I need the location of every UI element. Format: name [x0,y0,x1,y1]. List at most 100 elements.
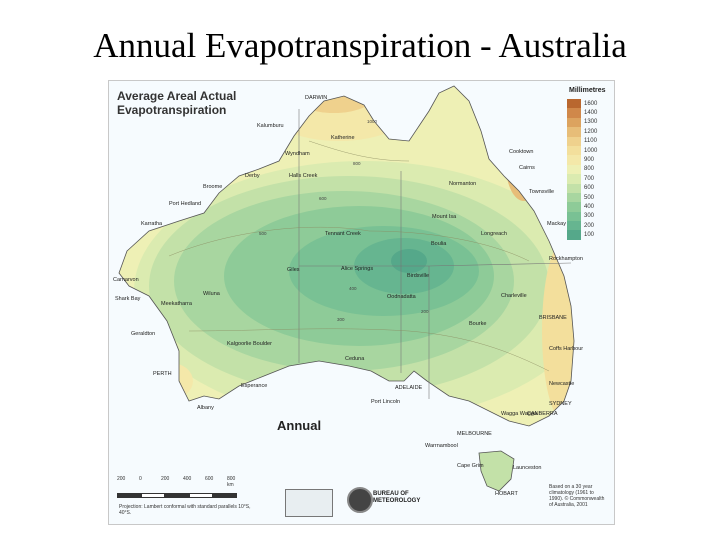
place-label: Esperance [241,383,268,389]
place-label: Mackay [547,221,566,227]
legend-title: Millimetres [569,87,606,94]
scale-label: 800 km [227,476,236,488]
legend-value: 400 [584,203,595,210]
legend-value: 1200 [584,128,598,135]
place-label: Kalgoorlie Boulder [227,341,272,347]
place-label: Tennant Creek [325,231,361,237]
place-label: Ceduna [345,356,365,362]
isoline-label: 300 [337,317,345,322]
scale-segment [117,493,141,498]
legend-value: 1000 [584,147,598,154]
bureau-seal-icon [347,487,373,513]
place-label: MELBOURNE [457,431,492,437]
legend-swatch [567,174,581,184]
scale-label: 200 [161,476,170,482]
place-label: Townsville [529,189,555,195]
isoline-label: 400 [349,286,357,291]
mainland-coastline [118,85,575,427]
scale-bar: 200 0 200 400 600 800 km [117,476,237,498]
legend: 1600 1400 1300 1200 1100 1000 900 800 70… [567,99,597,240]
isoline-label: 200 [421,309,429,314]
legend-row: 1400 [567,108,598,118]
place-label: Cooktown [509,149,534,155]
legend-swatch [567,211,581,222]
map-heading: Average Areal Actual Evapotranspiration [117,89,267,117]
scale-segment [189,493,213,498]
legend-swatch [567,117,581,128]
legend-value: 600 [584,185,595,192]
isoline-label: 800 [353,161,361,166]
place-label: Rockhampton [549,256,583,262]
legend-row: 200 [567,221,597,231]
scale-segment [141,493,165,498]
legend-row: 1000 [567,145,598,156]
place-label: Halls Creek [289,173,318,179]
place-label: Coffs Harbour [549,346,584,352]
legend-value: 200 [584,222,595,229]
place-label: Kalumburu [257,123,284,129]
legend-swatch [567,99,581,109]
place-label: Charleville [501,293,527,299]
place-label: Longreach [481,231,507,237]
projection-note: Projection: Lambert conformal with stand… [119,504,251,516]
legend-value: 700 [584,175,595,182]
place-label: Katherine [331,135,355,141]
scale-segments [117,493,237,498]
legend-swatch [567,192,581,203]
legend-value: 1400 [584,110,598,117]
legend-row: 100 [567,230,597,240]
place-label: Carnarvon [113,277,139,283]
evapotranspiration-map: Average Areal Actual Evapotranspiration … [108,80,615,525]
place-label: Alice Springs [341,266,374,272]
state-borders [298,109,572,399]
legend-swatch [567,183,581,193]
map-heading-line1: Average Areal Actual [117,89,237,103]
legend-swatch [567,136,581,146]
place-label: SYDNEY [549,401,572,407]
scale-label: 200 [117,476,126,482]
place-label: Wiluna [203,291,220,297]
place-label: Port Lincoln [371,399,401,405]
place-label: PERTH [153,371,172,377]
map-heading-line2: Evapotranspiration [117,103,227,117]
legend-value: 1600 [584,100,598,107]
legend-value: 800 [584,166,595,173]
scale-label: 0 [139,476,142,482]
legend-value: 1100 [584,138,597,145]
place-label: Launceston [513,465,542,471]
slide-title: Annual Evapotranspiration - Australia [93,26,627,65]
place-label: BRISBANE [539,315,567,321]
place-label: Wyndham [285,151,310,157]
legend-swatch [567,108,581,118]
place-label: Newcastle [549,381,575,387]
legend-value: 1300 [584,119,598,126]
legend-row: 1200 [567,127,598,137]
tasmania [478,450,515,492]
legend-row: 1600 [567,99,598,109]
place-label: Albany [197,405,214,411]
legend-row: 600 [567,183,597,193]
place-label: HOBART [495,491,518,497]
agency-name: BUREAU OF METEOROLOGY [373,491,421,504]
place-label: Warrnambool [425,443,458,449]
scale-label: 600 [205,476,214,482]
legend-swatch [567,230,581,240]
legend-value: 500 [584,194,595,201]
scale-segment [165,493,189,498]
place-label: Boulia [431,241,447,247]
place-label: Broome [203,184,223,190]
place-label: Normanton [449,181,477,187]
agency-logo [285,489,333,517]
place-label: Oodnadatta [387,294,416,300]
place-label: Geraldton [131,331,156,337]
place-label: DARWIN [305,95,328,101]
scale-labels: 200 0 200 400 600 800 km [117,476,237,493]
place-label: Cape Grim [457,463,484,469]
legend-swatch [567,164,581,175]
legend-swatch [567,221,581,231]
legend-swatch [567,202,581,212]
legend-value: 100 [584,232,595,239]
isoline-label: 500 [259,231,267,236]
legend-row: 800 [567,164,597,175]
legend-swatch [567,155,581,165]
